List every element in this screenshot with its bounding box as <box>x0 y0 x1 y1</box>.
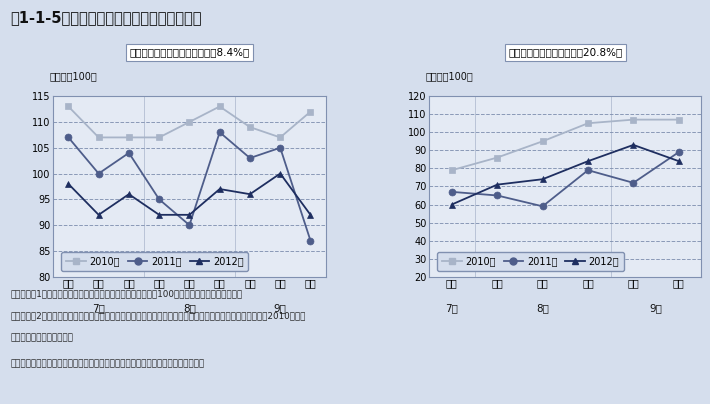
Text: より作成。: より作成。 <box>11 333 74 342</box>
Text: 福島県産きゅうり（全国シェア8.4%）: 福島県産きゅうり（全国シェア8.4%） <box>129 48 249 57</box>
Text: 資料：農林水産省「青果物卸売市場調査（旬別結果）（産地別）」より環境省作成: 資料：農林水産省「青果物卸売市場調査（旬別結果）（産地別）」より環境省作成 <box>11 360 205 368</box>
Text: 8月: 8月 <box>183 303 196 313</box>
Text: 8月: 8月 <box>536 303 549 313</box>
Text: 2．全国シェアは全国の収穫量に対する福島県の収穫量が占める割合。農林水産省「作況調査」（2010年産）: 2．全国シェアは全国の収穫量に対する福島県の収穫量が占める割合。農林水産省「作況… <box>11 311 306 320</box>
Text: 福島県産もも（全国シェア20.8%）: 福島県産もも（全国シェア20.8%） <box>508 48 623 57</box>
Text: （備考）　1．東京築地市場における全産地の加重平均価格を100とした時の福島県産の価格。: （備考） 1．東京築地市場における全産地の加重平均価格を100とした時の福島県産… <box>11 289 243 298</box>
Text: 7月: 7月 <box>445 303 458 313</box>
Text: 9月: 9月 <box>650 303 662 313</box>
Text: （全国＝100）: （全国＝100） <box>50 71 97 81</box>
Text: 9月: 9月 <box>274 303 287 313</box>
Text: 7月: 7月 <box>92 303 105 313</box>
Text: 図1-1-5　福島県産農作物の価格指数の推移: 図1-1-5 福島県産農作物の価格指数の推移 <box>11 10 202 25</box>
Legend: 2010年, 2011年, 2012年: 2010年, 2011年, 2012年 <box>62 252 248 271</box>
Text: （全国＝100）: （全国＝100） <box>425 71 474 81</box>
Legend: 2010年, 2011年, 2012年: 2010年, 2011年, 2012年 <box>437 252 624 271</box>
